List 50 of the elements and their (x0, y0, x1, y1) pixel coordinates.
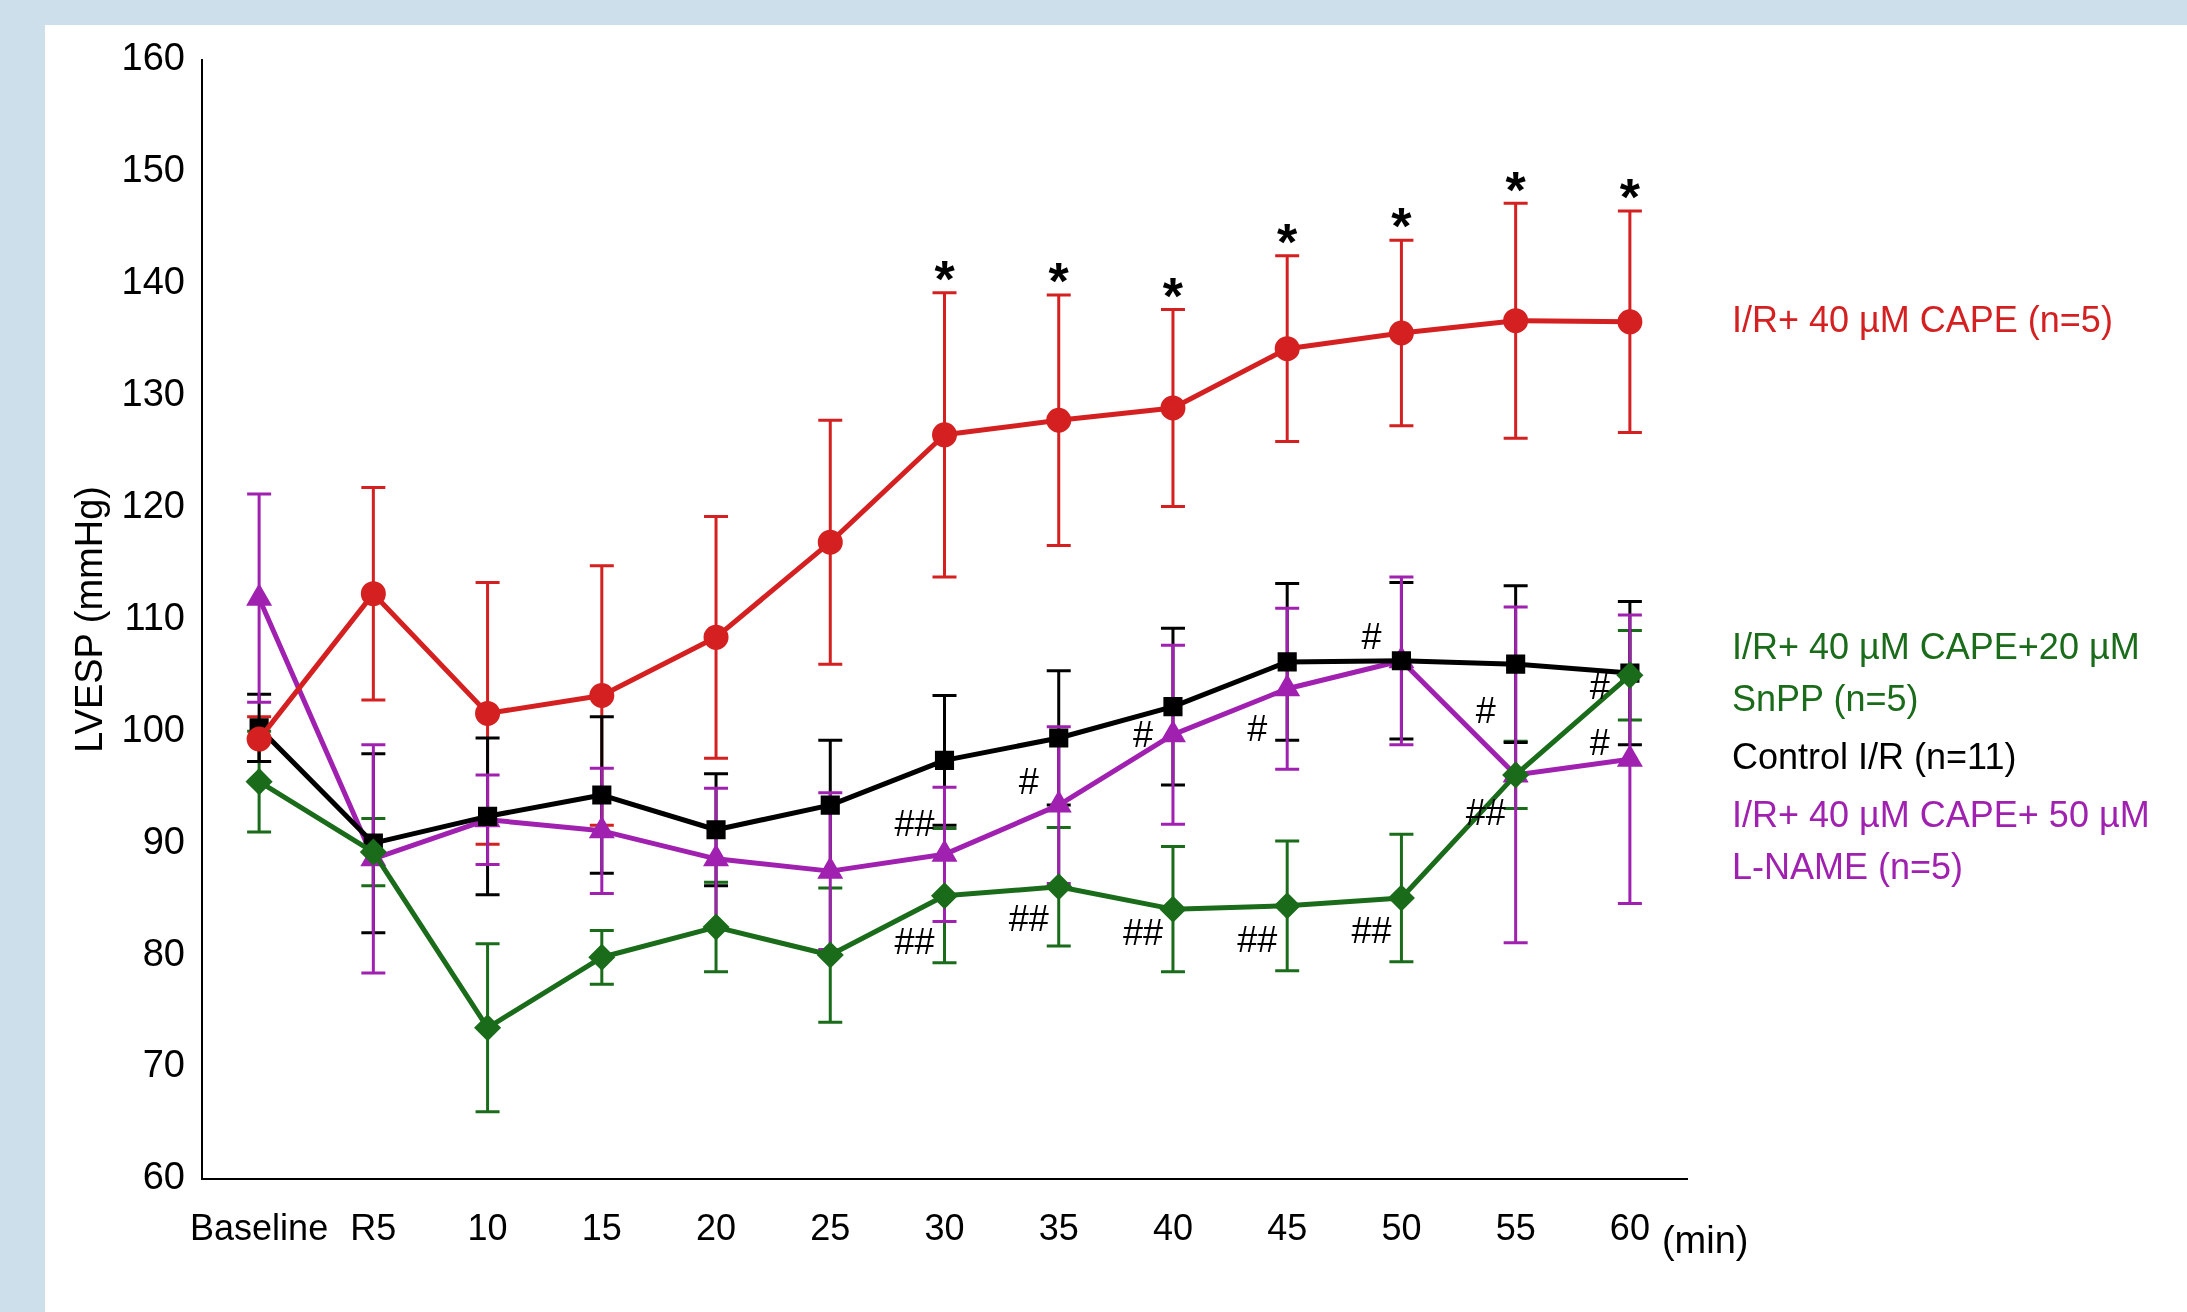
x-tick-label: 20 (696, 1207, 737, 1249)
annotation: # (1132, 713, 1153, 755)
annotation: * (1505, 160, 1527, 219)
annotation: ## (894, 920, 935, 962)
annotation: * (934, 250, 956, 309)
text: I/R+ 40 µM CAPE (n=5) (1732, 298, 2113, 340)
x-axis-title: (min) (1661, 1219, 1749, 1262)
text: Control I/R (n=11) (1732, 736, 2017, 778)
y-tick-label: 140 (121, 260, 185, 303)
x-tick-label: 45 (1267, 1207, 1308, 1249)
y-tick-label: 60 (142, 1155, 185, 1198)
x-tick-label: 55 (1495, 1207, 1536, 1249)
annotation: * (1162, 266, 1184, 325)
annotation: * (1277, 213, 1299, 272)
x-tick-label: 60 (1609, 1207, 1650, 1249)
annotation: # (1589, 721, 1610, 763)
y-tick-label: 100 (121, 707, 185, 750)
text: I/R+ 40 µM CAPE+20 µM SnPP (n=5) (1732, 626, 2140, 720)
y-tick-label: 80 (142, 931, 185, 974)
y-axis-title: LVESP (mmHg) (68, 486, 111, 753)
y-tick-label: 150 (121, 148, 185, 191)
annotation: * (1619, 168, 1641, 227)
x-tick-label: R5 (350, 1207, 397, 1249)
annotation: # (1247, 708, 1268, 750)
y-tick-label: 120 (121, 484, 185, 526)
x-tick-label: 15 (581, 1207, 622, 1249)
annotation: * (1391, 197, 1413, 256)
y-tick-label: 110 (124, 595, 185, 638)
annotation: ## (1122, 911, 1163, 953)
x-tick-label: Baseline (190, 1207, 329, 1249)
annotation: # (1589, 665, 1610, 707)
annotation: ## (1008, 898, 1049, 940)
annotation: ## (1351, 909, 1392, 951)
x-tick-label: 35 (1038, 1207, 1079, 1249)
y-tick-label: 90 (142, 819, 185, 862)
annotation: # (1361, 616, 1382, 658)
annotation: # (1018, 760, 1039, 802)
y-tick-label: 130 (121, 372, 185, 415)
x-tick-label: 10 (467, 1207, 508, 1249)
x-tick-label: 30 (924, 1207, 965, 1249)
annotation: ## (1237, 918, 1278, 960)
x-tick-label: 25 (810, 1207, 851, 1249)
y-tick-label: 160 (121, 36, 185, 79)
y-tick-label: 70 (142, 1043, 185, 1086)
annotation: * (1048, 252, 1070, 311)
annotation: ## (894, 803, 935, 845)
annotation: # (1475, 690, 1496, 732)
x-tick-label: 40 (1152, 1207, 1193, 1249)
x-tick-label: 50 (1381, 1207, 1422, 1249)
text: I/R+ 40 µM CAPE+ 50 µM L-NAME (n=5) (1732, 794, 2150, 888)
